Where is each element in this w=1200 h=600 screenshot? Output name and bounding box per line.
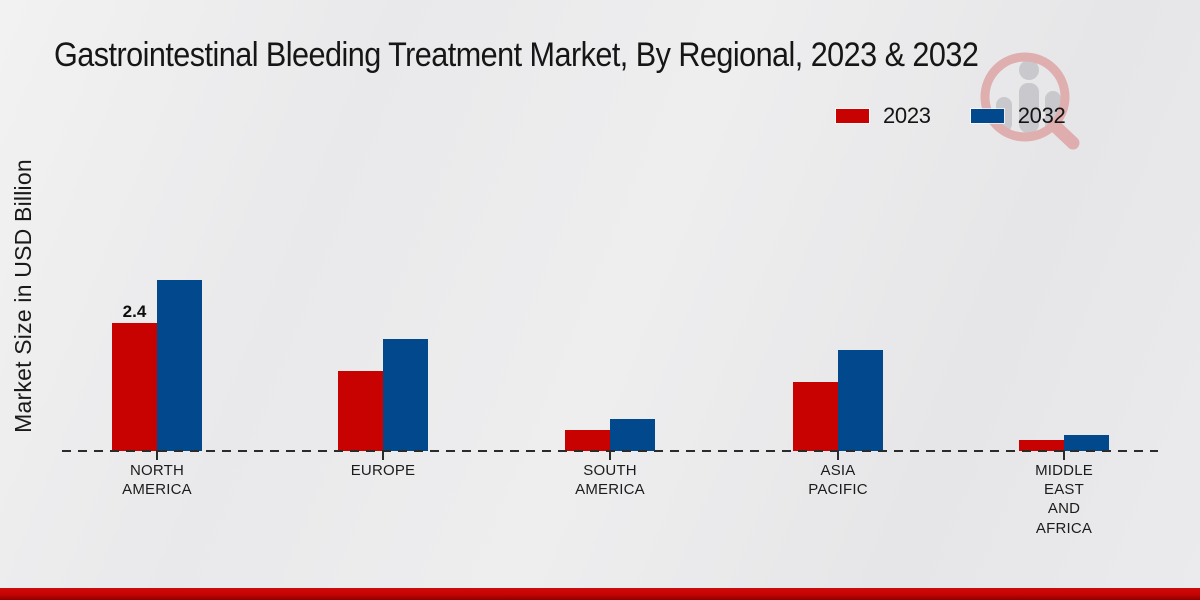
bar-2023-europe — [338, 371, 383, 451]
bar-2032-europe — [383, 339, 428, 451]
legend-item-2023: 2023 — [836, 103, 931, 129]
x-axis-baseline — [62, 450, 1158, 452]
category-label-south-america: SOUTH AMERICA — [575, 462, 645, 499]
watermark-logo — [980, 52, 1080, 150]
legend-label-2023: 2023 — [883, 103, 931, 128]
watermark-person-head — [1019, 60, 1039, 80]
x-axis-tick — [837, 450, 839, 460]
bar-2023-asia-pacific — [793, 382, 838, 451]
x-axis-tick — [156, 450, 158, 460]
legend-swatch-2032 — [970, 109, 1004, 123]
chart-title: Gastrointestinal Bleeding Treatment Mark… — [54, 36, 979, 74]
category-label-middle-east-and-africa: MIDDLE EAST AND AFRICA — [1035, 462, 1093, 537]
watermark-magnifier — [980, 52, 1080, 150]
x-axis-tick — [382, 450, 384, 460]
x-axis-tick — [1063, 450, 1065, 460]
bar-2032-asia-pacific — [838, 350, 883, 451]
legend-label-2032: 2032 — [1017, 103, 1066, 128]
bar-2023-north-america — [112, 323, 157, 451]
bar-2032-south-america — [610, 419, 655, 451]
legend: 2023 2032 — [836, 103, 1066, 129]
bar-2032-middle-east-and-africa — [1064, 435, 1109, 451]
data-label: 2.4 — [122, 302, 147, 321]
legend-swatch-2023 — [836, 109, 869, 123]
category-label-asia-pacific: ASIA PACIFIC — [808, 462, 868, 499]
footer-accent-bar — [0, 588, 1200, 600]
category-label-europe: EUROPE — [350, 462, 416, 479]
category-label-north-america: NORTH AMERICA — [122, 462, 192, 499]
y-axis-label: Market Size in USD Billion — [10, 159, 36, 433]
bar-2023-middle-east-and-africa — [1019, 440, 1064, 451]
bar-2032-north-america — [157, 280, 202, 451]
bar-2023-south-america — [565, 430, 610, 451]
legend-item-2032: 2032 — [970, 103, 1066, 129]
x-axis-tick — [609, 450, 611, 460]
